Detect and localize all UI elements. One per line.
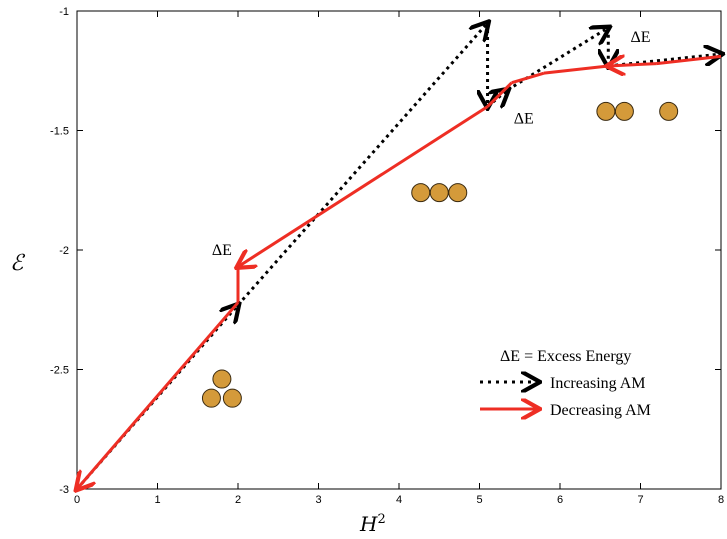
series-decreasing-am: [77, 54, 722, 489]
y-tick-label: -1: [59, 6, 69, 18]
series-increasing-am: [75, 23, 721, 490]
cluster-chain-3: [411, 183, 468, 203]
increasing-segment: [236, 23, 488, 306]
y-tick-label: -3: [59, 484, 69, 496]
cluster-circle: [212, 369, 232, 389]
x-axis-label-superscript: 2: [377, 512, 385, 527]
x-tick-label: 1: [154, 494, 160, 506]
decreasing-segment: [486, 81, 513, 108]
increasing-segment: [486, 90, 508, 107]
cluster-circle: [448, 183, 468, 203]
cluster-circle: [596, 101, 616, 121]
x-tick-label: 5: [476, 494, 482, 506]
clusters-layer: [201, 101, 679, 408]
x-tick-label: 3: [315, 494, 321, 506]
x-tick-label: 6: [557, 494, 563, 506]
decreasing-segment: [608, 64, 657, 66]
cluster-triangle: [201, 369, 242, 408]
delta-e-label: ΔE: [212, 242, 232, 259]
cluster-circle: [659, 101, 679, 121]
cluster-circle: [201, 388, 221, 408]
increasing-segment: [506, 28, 609, 92]
x-tick-label: 0: [74, 494, 80, 506]
y-tick-label: -2.5: [50, 365, 69, 377]
increasing-segment: [608, 54, 721, 68]
decreasing-segment: [238, 105, 489, 267]
annotation-layer: ΔE ΔE ΔE: [212, 29, 651, 259]
delta-e-label: ΔE: [514, 110, 534, 127]
decreasing-segment: [77, 301, 240, 489]
x-tick-label: 2: [235, 494, 241, 506]
y-axis-label: ℰ: [10, 251, 26, 276]
legend-title: ΔE = Excess Energy: [500, 348, 631, 365]
cluster-circle: [222, 388, 242, 408]
legend-label-increasing: Increasing AM: [550, 375, 646, 392]
cluster-pair-plus-one: [596, 101, 679, 121]
x-tick-label: 7: [637, 494, 643, 506]
x-axis-label-base: H: [359, 512, 378, 536]
x-tick-label: 8: [718, 494, 724, 506]
cluster-circle: [429, 183, 449, 203]
legend-label-decreasing: Decreasing AM: [550, 402, 651, 419]
decreasing-segment: [511, 71, 545, 85]
y-tick-label: -1.5: [50, 126, 69, 138]
cluster-circle: [614, 101, 634, 121]
x-axis-label: H2: [359, 512, 386, 536]
legend: ΔE = Excess Energy Increasing AM Decreas…: [480, 348, 651, 419]
decreasing-segment: [543, 64, 609, 75]
delta-e-label: ΔE: [630, 29, 650, 46]
cluster-circle: [411, 183, 431, 203]
y-tick-label: -2: [59, 245, 69, 257]
ticks-layer: 0 1 2 3 4 5 6 7 8 -1 -1.5 -2 -2.5 -3: [50, 6, 724, 506]
series-layer: [77, 23, 721, 489]
decreasing-segment: [656, 54, 722, 66]
x-tick-label: 4: [396, 494, 402, 506]
